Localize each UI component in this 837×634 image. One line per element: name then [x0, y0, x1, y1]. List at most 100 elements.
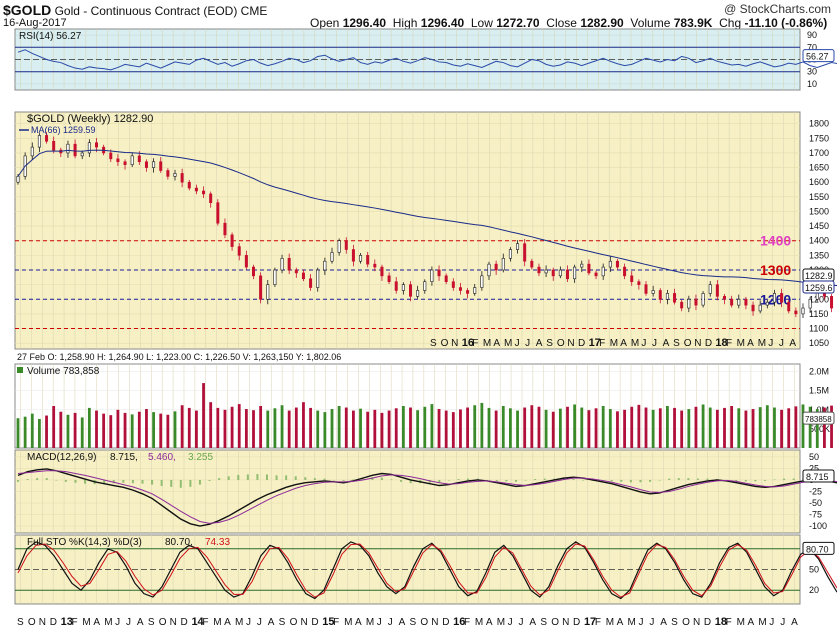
volume-tick-label: 2.0M — [809, 367, 829, 377]
ohlc-info-line: 27 Feb O: 1,258.90 H: 1,264.90 L: 1,223.… — [17, 352, 341, 362]
macd-histogram-bar — [495, 479, 498, 481]
volume-bar — [723, 407, 726, 448]
x-axis-label: O — [159, 617, 167, 628]
candle-body — [387, 275, 391, 283]
candle-body — [765, 301, 769, 306]
price-x-label: M — [737, 338, 745, 349]
candle-body — [444, 275, 448, 283]
x-axis-label: J — [638, 617, 643, 628]
volume-bar — [380, 412, 384, 448]
candle-body — [458, 287, 462, 291]
x-axis-label: N — [300, 617, 307, 628]
volume-bar — [102, 413, 106, 448]
price-tick-label: 1650 — [809, 163, 829, 173]
candle-body — [523, 243, 527, 262]
macd-histogram-bar — [179, 479, 182, 488]
price-x-label: M — [758, 338, 766, 349]
volume-bar — [608, 409, 612, 448]
volume-bar — [637, 404, 641, 448]
candle-body — [408, 284, 412, 297]
candle-body — [451, 281, 455, 288]
price-x-label: N — [694, 338, 701, 349]
candle-body — [630, 275, 634, 283]
candle-body — [166, 170, 170, 177]
macd-signal-value: 5.460, — [148, 452, 176, 463]
x-axis-label: A — [747, 617, 754, 628]
macd-histogram-bar — [735, 479, 738, 482]
macd-value: 8.715, — [110, 452, 138, 463]
candle-body — [423, 281, 427, 291]
x-axis-label: M — [475, 617, 483, 628]
volume-bar — [259, 406, 263, 448]
x-axis-label: J — [388, 617, 393, 628]
macd-histogram-bar — [639, 479, 642, 483]
chart-date: 16-Aug-2017 — [3, 17, 67, 29]
rsi-tick-label: 10 — [807, 79, 817, 89]
macd-histogram-bar — [783, 478, 786, 480]
volume-bar — [544, 409, 548, 448]
volume-bar — [337, 406, 341, 448]
candle-body — [401, 284, 405, 291]
volume-bar — [651, 409, 655, 448]
macd-histogram-bar — [754, 479, 757, 482]
level-label-1300: 1300 — [760, 262, 791, 278]
x-axis-label: J — [126, 617, 131, 628]
candle-body — [159, 161, 163, 171]
macd-histogram-bar — [55, 479, 58, 481]
macd-tick-label: 50 — [809, 452, 819, 462]
low-label: Low — [470, 16, 493, 30]
macd-histogram-bar — [313, 478, 316, 480]
candle-body — [152, 161, 156, 168]
macd-panel: 50250-25-50-75-1008.715MACD(12,26,9)8.71… — [14, 449, 837, 534]
candle-body — [45, 135, 49, 142]
candle-body — [772, 293, 776, 303]
macd-histogram-bar — [706, 478, 709, 480]
candle-body — [508, 249, 512, 259]
macd-histogram-bar — [687, 478, 690, 480]
candle-body — [109, 152, 113, 160]
x-axis-label: M — [737, 617, 745, 628]
candle-body — [66, 143, 70, 154]
macd-histogram-bar — [447, 479, 450, 481]
macd-histogram-bar — [361, 478, 364, 480]
volume-bar — [287, 410, 291, 448]
rsi-tick-label: 70 — [807, 42, 817, 52]
candle-body — [744, 298, 748, 306]
candle-body — [830, 296, 834, 309]
candle-body — [601, 266, 605, 277]
macd-histogram-bar — [380, 477, 383, 480]
candle-body — [73, 143, 77, 157]
macd-histogram-bar — [792, 478, 795, 480]
price-legend: $GOLD (Weekly) 1282.90 — [27, 113, 153, 125]
macd-histogram-bar — [208, 479, 211, 481]
volume-bar — [494, 410, 498, 448]
macd-histogram-bar — [112, 479, 115, 484]
price-tick-label: 1150 — [809, 309, 828, 319]
volume-tick-label: 1.0M — [809, 405, 829, 415]
macd-histogram-bar — [668, 478, 671, 480]
price-tick-label: 1450 — [809, 221, 829, 231]
macd-histogram-bar — [151, 479, 154, 485]
candle-body — [537, 266, 541, 274]
volume-bar — [401, 406, 405, 448]
volume-bar — [451, 412, 455, 448]
volume-last-value: 783858 — [805, 415, 832, 424]
volume-bar — [815, 409, 819, 448]
x-axis-label: N — [170, 617, 177, 628]
volume-bar — [501, 406, 505, 448]
volume-legend: Volume 783,858 — [27, 366, 100, 377]
x-axis-label: 17 — [584, 616, 596, 628]
candle-body — [565, 269, 569, 280]
macd-histogram-bar — [84, 479, 87, 484]
candle-body — [715, 284, 719, 297]
volume-bar — [444, 410, 448, 448]
candle-body — [359, 255, 363, 262]
volume-bar — [16, 418, 20, 448]
candle-body — [373, 263, 377, 268]
macd-histogram-bar — [294, 476, 297, 480]
macd-histogram-bar — [773, 479, 776, 481]
candle-body — [309, 278, 313, 288]
volume-bar — [708, 407, 712, 448]
volume-bar — [123, 412, 127, 448]
candle-body — [330, 252, 334, 262]
